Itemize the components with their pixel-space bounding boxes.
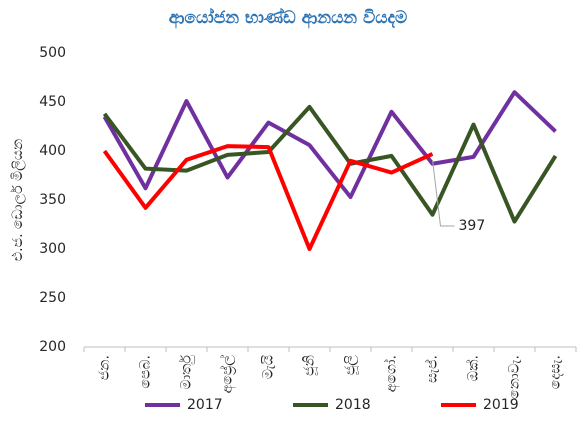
x-tick-label: අගෝ.	[384, 355, 401, 392]
y-tick-label: 350	[39, 192, 66, 208]
legend-label: 2019	[483, 397, 519, 413]
x-tick-label: සැප්.	[424, 355, 440, 383]
series-line	[102, 90, 557, 200]
legend-label: 2017	[187, 397, 223, 413]
y-tick-label: 250	[39, 290, 66, 306]
x-tick-label: ජන.	[97, 355, 113, 380]
x-tick-label: පෙබ.	[138, 355, 154, 388]
x-tick-label: මැයි	[261, 354, 277, 379]
series-line	[102, 144, 434, 251]
x-tick-label: මාර්තු	[179, 354, 195, 389]
x-tick-label: දෙසැ.	[548, 355, 564, 389]
y-tick-label: 300	[39, 241, 66, 257]
callout-line	[432, 159, 455, 227]
y-axis-title: එ.ජ. ඩොලර් මිලියන	[10, 139, 26, 262]
x-tick-label: අප්‍රේල්	[219, 355, 236, 394]
y-tick-label: 500	[39, 45, 66, 61]
y-tick-label: 400	[39, 143, 66, 159]
chart-title: ආයෝජන භාණ්ඩ ආනයන වියදම	[169, 7, 408, 29]
y-tick-label: 450	[39, 94, 66, 110]
x-tick-label: ජූනි	[302, 355, 319, 376]
x-tick-label: නොවැ.	[507, 355, 523, 399]
legend-label: 2018	[335, 397, 371, 413]
y-tick-label: 200	[39, 339, 66, 355]
x-tick-label: ඔක්.	[465, 355, 481, 381]
x-tick-label: ජූලි	[343, 355, 360, 375]
data-label: 397	[459, 218, 486, 234]
